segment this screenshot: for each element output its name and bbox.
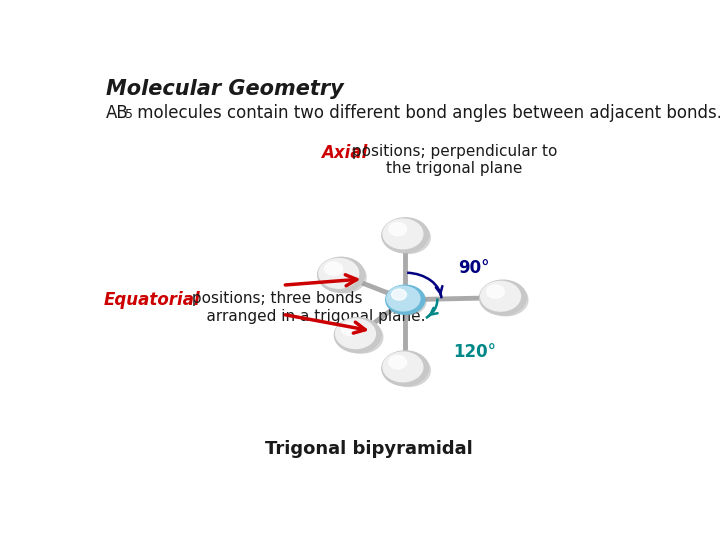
Circle shape [386,285,425,314]
Text: 120°: 120° [453,343,495,361]
Text: molecules contain two different bond angles between adjacent bonds.: molecules contain two different bond ang… [132,104,720,122]
Circle shape [382,218,428,253]
Circle shape [323,261,366,293]
Circle shape [318,258,364,292]
Circle shape [383,219,423,249]
Circle shape [383,352,423,382]
Circle shape [325,262,343,275]
Circle shape [341,322,359,335]
Circle shape [389,222,407,236]
Circle shape [487,285,504,298]
Circle shape [387,354,431,387]
Circle shape [390,288,426,315]
Text: Axial: Axial [322,144,368,162]
Text: AB: AB [106,104,128,122]
Circle shape [389,355,407,369]
Text: Equatorial: Equatorial [104,292,201,309]
Circle shape [382,351,428,386]
Text: positions; perpendicular to
        the trigonal plane: positions; perpendicular to the trigonal… [347,144,557,176]
Circle shape [340,321,383,353]
Circle shape [481,281,521,311]
Text: Trigonal bipyramidal: Trigonal bipyramidal [265,440,473,458]
Circle shape [485,284,528,316]
Circle shape [392,289,407,300]
Text: positions; three bonds
    arranged in a trigonal plane.: positions; three bonds arranged in a tri… [186,292,425,324]
Circle shape [319,259,359,288]
Circle shape [387,221,431,253]
Circle shape [387,286,420,311]
Circle shape [336,319,375,348]
Circle shape [480,280,526,315]
Text: 5: 5 [125,107,133,120]
Circle shape [334,318,382,353]
Text: Molecular Geometry: Molecular Geometry [106,79,343,99]
Text: 90°: 90° [458,259,490,277]
